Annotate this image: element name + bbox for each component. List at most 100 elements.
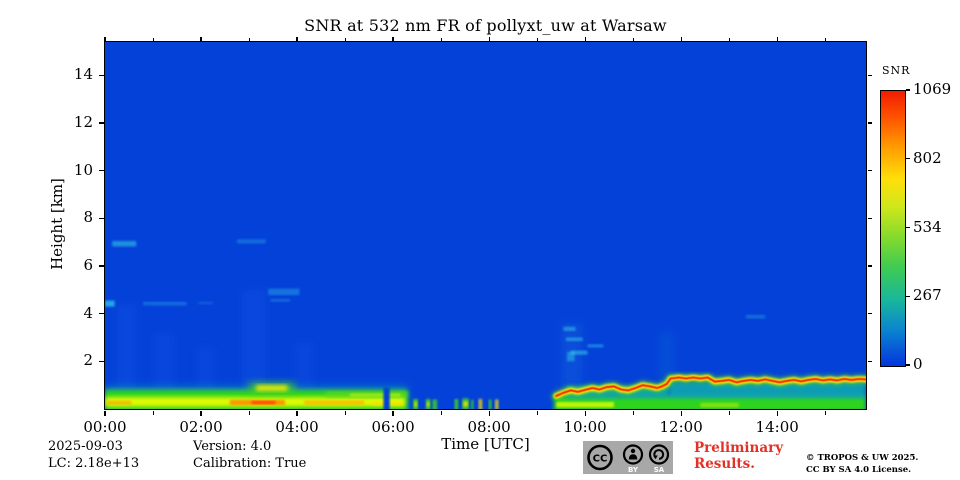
heatmap-feature xyxy=(463,401,468,407)
heatmap-feature xyxy=(494,399,499,409)
heatmap-feature xyxy=(553,395,866,409)
colorbar-tick xyxy=(906,364,910,366)
x-tick-top xyxy=(296,37,298,41)
heatmap-feature xyxy=(556,401,614,408)
heatmap-feature xyxy=(563,326,576,331)
x-minor-tick xyxy=(632,410,634,415)
plot-title: SNR at 532 nm FR of pollyxt_uw at Warsaw xyxy=(304,16,667,35)
preliminary-line1: Preliminary xyxy=(694,440,784,456)
heatmap-feature xyxy=(241,289,266,390)
y-tick-label: 4 xyxy=(83,303,93,322)
heatmap-feature xyxy=(349,393,401,397)
colorbar-tick-label: 267 xyxy=(913,286,942,305)
x-minor-tick-top xyxy=(440,38,442,41)
colorbar-gradient xyxy=(880,90,906,367)
x-minor-tick-top xyxy=(632,38,634,41)
heatmap-feature xyxy=(112,241,137,247)
y-tick-right xyxy=(867,313,872,315)
heatmap-feature xyxy=(570,350,588,355)
lidar-constant: LC: 2.18e+13 xyxy=(48,456,140,471)
x-tick xyxy=(200,410,202,416)
version-label: Version: 4.0 xyxy=(193,439,272,454)
colorbar-title: SNR xyxy=(882,64,911,77)
heatmap-feature xyxy=(426,401,430,407)
heatmap-feature xyxy=(107,400,132,405)
heatmap-feature xyxy=(565,337,583,342)
x-tick-top xyxy=(392,37,394,41)
x-axis-label: Time [UTC] xyxy=(441,435,530,453)
heatmap-feature xyxy=(700,402,739,408)
y-tick-label: 12 xyxy=(73,113,93,132)
y-tick-right xyxy=(867,360,872,362)
heatmap-feature xyxy=(488,399,492,409)
x-tick-top xyxy=(200,37,202,41)
x-tick-label: 00:00 xyxy=(83,418,127,436)
copyright-line2: CC BY SA 4.0 License. xyxy=(806,465,912,475)
heatmap-feature xyxy=(454,399,459,409)
y-tick-label: 8 xyxy=(83,208,93,227)
x-minor-tick-top xyxy=(536,38,538,41)
x-minor-tick xyxy=(824,410,826,415)
heatmap-plot xyxy=(104,41,867,410)
heatmap-feature xyxy=(143,301,187,306)
x-tick-label: 06:00 xyxy=(371,418,415,436)
x-minor-tick xyxy=(440,410,442,415)
x-minor-tick xyxy=(344,410,346,415)
x-tick xyxy=(392,410,394,416)
x-tick xyxy=(584,410,586,416)
preliminary-results-note: Preliminary Results. xyxy=(694,440,783,472)
x-minor-tick-top xyxy=(344,38,346,41)
heatmap-feature xyxy=(566,351,575,362)
x-minor-tick-top xyxy=(248,38,250,41)
colorbar-tick xyxy=(906,158,910,160)
x-tick xyxy=(296,410,298,416)
x-tick-top xyxy=(680,37,682,41)
x-minor-tick-top xyxy=(728,38,730,41)
y-tick xyxy=(98,217,104,219)
heatmap-feature xyxy=(196,347,216,390)
copyright-note: © TROPOS & UW 2025. CC BY SA 4.0 License… xyxy=(806,452,918,476)
y-tick xyxy=(98,122,104,124)
heatmap-feature xyxy=(153,332,175,390)
sa-arrowhead xyxy=(653,455,658,460)
x-minor-tick xyxy=(728,410,730,415)
colorbar-tick-label: 802 xyxy=(913,148,942,167)
heatmap-feature xyxy=(268,288,300,296)
y-tick xyxy=(98,74,104,76)
x-tick xyxy=(488,410,490,416)
y-tick-right xyxy=(867,265,872,267)
y-tick-label: 2 xyxy=(83,351,93,370)
heatmap-feature xyxy=(383,387,390,409)
y-tick-right xyxy=(867,74,872,76)
heatmap-feature xyxy=(294,342,314,390)
colorbar-tick xyxy=(906,295,910,297)
x-tick xyxy=(680,410,682,416)
person-head xyxy=(630,448,636,454)
y-tick-label: 6 xyxy=(83,256,93,274)
x-tick xyxy=(104,410,106,416)
heatmap-feature xyxy=(270,298,290,302)
y-tick-label: 10 xyxy=(73,160,93,179)
preliminary-line2: Results. xyxy=(694,456,755,472)
heatmap-feature xyxy=(198,301,213,305)
boundary-layer-top-line xyxy=(555,376,866,397)
x-minor-tick xyxy=(248,410,250,415)
x-tick-top xyxy=(776,37,778,41)
x-tick xyxy=(776,410,778,416)
cc-icon xyxy=(587,444,613,471)
measurement-date: 2025-09-03 xyxy=(48,439,123,454)
y-tick-right xyxy=(867,122,872,124)
y-tick xyxy=(98,313,104,315)
x-tick-label: 14:00 xyxy=(755,418,799,436)
x-tick-top xyxy=(584,37,586,41)
sa-label: SA xyxy=(654,466,665,474)
x-tick-label: 08:00 xyxy=(467,418,511,436)
heatmap-background xyxy=(105,42,866,409)
cc-by-sa-badge: CC BY SA xyxy=(583,441,673,474)
cc-icon-label: CC xyxy=(593,454,608,465)
copyright-line1: © TROPOS & UW 2025. xyxy=(806,453,919,463)
x-minor-tick-top xyxy=(152,38,154,41)
heatmap-feature xyxy=(659,332,674,378)
x-minor-tick xyxy=(536,410,538,415)
